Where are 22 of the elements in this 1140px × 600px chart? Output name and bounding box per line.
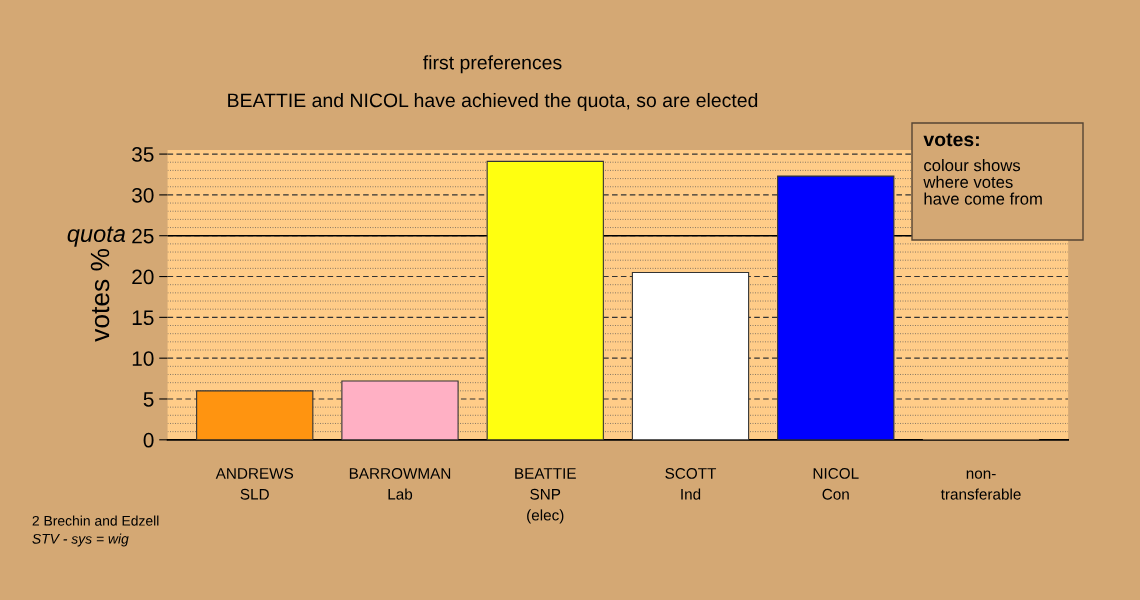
y-tick-label: 35 xyxy=(132,147,154,162)
x-tick-label: ANDREWS SLD xyxy=(215,467,294,500)
y-tick-label: 0 xyxy=(143,432,154,448)
y-tick-label: 10 xyxy=(132,351,154,366)
y-tick-label: 20 xyxy=(132,269,154,285)
y-tick-label: 5 xyxy=(143,392,154,407)
y-tick-label: 30 xyxy=(132,187,154,203)
x-tick-label: SCOTT Ind xyxy=(665,467,717,500)
x-tick-label: BARROWMAN Lab xyxy=(349,467,451,500)
x-tick-label: non- transferable xyxy=(940,470,1021,500)
chart-subtitle: BEATTIE and NICOL have achieved the quota, so are elected xyxy=(228,92,758,112)
text: votes: xyxy=(923,133,979,147)
text: STV - sys = wig xyxy=(32,533,129,547)
x-tick-label: BEATTIE SNP (elec) xyxy=(515,468,576,524)
annotation: colour shows where votes have come from xyxy=(923,159,1042,205)
y-tick-label: 15 xyxy=(132,310,154,326)
chart-title: first preferences xyxy=(423,55,562,74)
ref-line-label: quota xyxy=(67,226,126,247)
y-axis-title: votes % xyxy=(90,248,110,342)
text: 2 Brechin and Edzell xyxy=(32,515,159,526)
y-tick-label: 25 xyxy=(132,228,154,244)
x-tick-label: NICOL Con xyxy=(813,467,859,500)
